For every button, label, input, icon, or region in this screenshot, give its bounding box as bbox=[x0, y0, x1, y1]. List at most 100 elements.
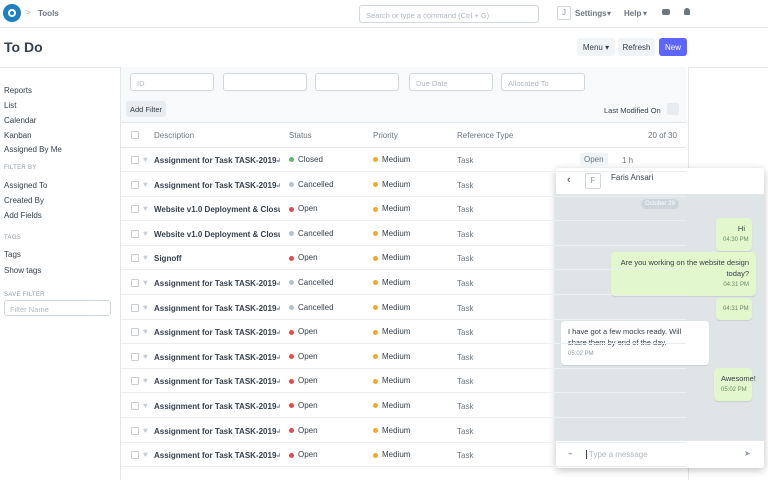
description[interactable]: Assignment for Task TASK-2019-00 bbox=[154, 352, 280, 362]
like-icon[interactable]: ♥ bbox=[143, 376, 148, 386]
sidebar-item[interactable]: Created By bbox=[4, 196, 45, 205]
menu-button[interactable]: Menu ▾ bbox=[577, 38, 615, 56]
checkbox[interactable] bbox=[131, 303, 139, 312]
refresh-button[interactable]: Refresh bbox=[618, 38, 655, 56]
like-icon[interactable]: ♥ bbox=[143, 155, 148, 164]
filter-input[interactable]: Allocated To bbox=[501, 73, 585, 91]
checkbox[interactable] bbox=[131, 205, 139, 214]
notification-icon[interactable] bbox=[684, 8, 690, 15]
description[interactable]: Assignment for Task TASK-2019-00 bbox=[154, 426, 280, 436]
checkbox[interactable] bbox=[131, 180, 139, 189]
table-row[interactable]: ♥ Website v1.0 Deployment & Closure Cancel… bbox=[121, 222, 686, 246]
sidebar-item[interactable]: Kanban bbox=[4, 131, 32, 140]
reference-type: Task bbox=[457, 229, 474, 239]
description[interactable]: Website v1.0 Deployment & Closure bbox=[154, 229, 280, 239]
checkbox[interactable] bbox=[131, 279, 139, 287]
chat-message: I have got a few mocks ready. Will share… bbox=[561, 321, 709, 365]
sidebar-item[interactable]: Reports bbox=[4, 86, 33, 95]
table-row[interactable]: ♥ Assignment for Task TASK-2019-00 Open Med… bbox=[121, 443, 686, 468]
priority-label: Medium bbox=[382, 228, 411, 238]
table-row[interactable]: ♥ Assignment for Task TASK-2019-00 Open Med… bbox=[121, 369, 686, 394]
checkbox[interactable] bbox=[131, 426, 139, 435]
like-icon[interactable]: ♥ bbox=[143, 204, 148, 214]
checkbox[interactable] bbox=[131, 352, 139, 361]
like-icon[interactable]: ♥ bbox=[143, 253, 148, 263]
logo[interactable] bbox=[3, 4, 21, 22]
sort-toggle[interactable] bbox=[667, 103, 679, 115]
chat-icon[interactable] bbox=[662, 9, 670, 15]
table-row[interactable]: ♥ Assignment for Task TASK-2019-00 Cancell… bbox=[121, 173, 686, 197]
checkbox[interactable] bbox=[131, 451, 139, 460]
checkbox[interactable] bbox=[131, 402, 139, 410]
sidebar-item[interactable]: Tags bbox=[4, 250, 21, 259]
settings-menu[interactable]: Settings bbox=[575, 9, 607, 18]
breadcrumb[interactable]: Tools bbox=[38, 9, 59, 18]
like-icon[interactable]: ♥ bbox=[143, 327, 148, 337]
description[interactable]: Assignment for Task TASK-2019-00 bbox=[154, 328, 280, 338]
description[interactable]: Assignment for Task TASK-2019-00 bbox=[154, 377, 280, 387]
chat-input[interactable]: Type a message bbox=[586, 450, 648, 459]
priority: Medium bbox=[373, 376, 410, 385]
priority: Medium bbox=[373, 352, 410, 361]
description[interactable]: Assignment for Task TASK-2019-00 bbox=[154, 451, 280, 461]
like-icon[interactable]: ♥ bbox=[143, 351, 148, 361]
priority-dot bbox=[373, 181, 378, 187]
checkbox[interactable] bbox=[131, 254, 139, 263]
table-row[interactable]: ♥ Assignment for Task TASK-2019-00 Open Med… bbox=[121, 419, 686, 443]
table-row[interactable]: ♥ Signoff Open Medium Task bbox=[121, 246, 686, 271]
description[interactable]: Assignment for Task TASK-2019-00 bbox=[154, 402, 280, 411]
description[interactable]: Website v1.0 Deployment & Closure bbox=[154, 205, 280, 215]
sidebar-item[interactable]: Assigned By Me bbox=[4, 145, 62, 154]
filter-input[interactable] bbox=[223, 73, 307, 91]
table-row[interactable]: ♥ Assignment for Task TASK-2019-00 Open Med… bbox=[121, 320, 686, 345]
sidebar-item[interactable]: List bbox=[4, 101, 17, 110]
search-box[interactable]: Search or type a command (Ctrl + G) bbox=[359, 5, 539, 23]
avatar[interactable]: J bbox=[557, 6, 571, 20]
description[interactable]: Signoff bbox=[154, 254, 182, 264]
description[interactable]: Assignment for Task TASK-2019-00 bbox=[154, 303, 280, 313]
filter-input[interactable] bbox=[315, 73, 399, 91]
status-dot bbox=[289, 280, 294, 286]
like-icon[interactable]: ♥ bbox=[143, 179, 148, 189]
add-filter[interactable]: Add Filter bbox=[126, 101, 166, 117]
table-row[interactable]: ♥ Assignment for Task TASK-2019-00 Open Med… bbox=[121, 345, 686, 369]
like-icon[interactable]: ♥ bbox=[143, 425, 148, 435]
like-icon[interactable]: ♥ bbox=[143, 450, 148, 460]
send-icon[interactable]: ➤ bbox=[744, 449, 751, 458]
sidebar-item[interactable]: Add Fields bbox=[4, 211, 42, 220]
description[interactable]: Assignment for Task TASK-2019-00 bbox=[154, 180, 280, 190]
help-menu[interactable]: Help bbox=[624, 9, 642, 18]
checkbox[interactable] bbox=[131, 229, 139, 238]
table-row[interactable]: ♥ Assignment for Task TASK-2019-00 Open Med… bbox=[121, 394, 686, 418]
filter-input[interactable]: ID bbox=[130, 73, 214, 91]
priority-dot bbox=[373, 206, 378, 212]
status-label: Open bbox=[298, 327, 318, 337]
table-row[interactable]: ♥ Assignment for Task TASK-2019-00 Cancell… bbox=[121, 271, 686, 295]
like-icon[interactable]: ♥ bbox=[143, 228, 148, 238]
back-button[interactable]: ‹ bbox=[567, 174, 571, 186]
table-row[interactable]: ♥ Assignment for Task TASK-2019-00 Cancell… bbox=[121, 296, 686, 320]
like-icon[interactable]: ♥ bbox=[143, 302, 148, 312]
description[interactable]: Assignment for Task TASK-2019-00 bbox=[154, 156, 280, 165]
column-header: Reference Type bbox=[457, 131, 514, 140]
checkbox[interactable] bbox=[131, 377, 139, 386]
sidebar-item[interactable]: Assigned To bbox=[4, 181, 48, 190]
filter-name-input[interactable]: Filter Name bbox=[4, 300, 111, 316]
like-icon[interactable]: ♥ bbox=[143, 401, 148, 410]
table-row[interactable]: ♥ Assignment for Task TASK-2019-00 Closed M… bbox=[121, 148, 686, 172]
sort-label[interactable]: Last Modified On bbox=[604, 106, 661, 115]
new-button[interactable]: New bbox=[659, 38, 687, 56]
status-label: Open bbox=[298, 425, 318, 435]
like-icon[interactable]: ♥ bbox=[143, 278, 148, 287]
checkbox[interactable] bbox=[131, 131, 139, 139]
sidebar-item[interactable]: Show tags bbox=[4, 266, 42, 275]
sidebar-item[interactable]: Calendar bbox=[4, 116, 37, 125]
message-time: 04:31 PM bbox=[723, 282, 749, 288]
checkbox[interactable] bbox=[131, 328, 139, 337]
attach-icon[interactable]: ⌁ bbox=[568, 449, 573, 458]
filter-input[interactable]: Due Date bbox=[409, 73, 493, 91]
row-count: 20 of 30 bbox=[648, 131, 677, 140]
checkbox[interactable] bbox=[131, 156, 139, 164]
description[interactable]: Assignment for Task TASK-2019-00 bbox=[154, 279, 280, 288]
table-row[interactable]: ♥ Website v1.0 Deployment & Closure Open Me… bbox=[121, 197, 686, 222]
